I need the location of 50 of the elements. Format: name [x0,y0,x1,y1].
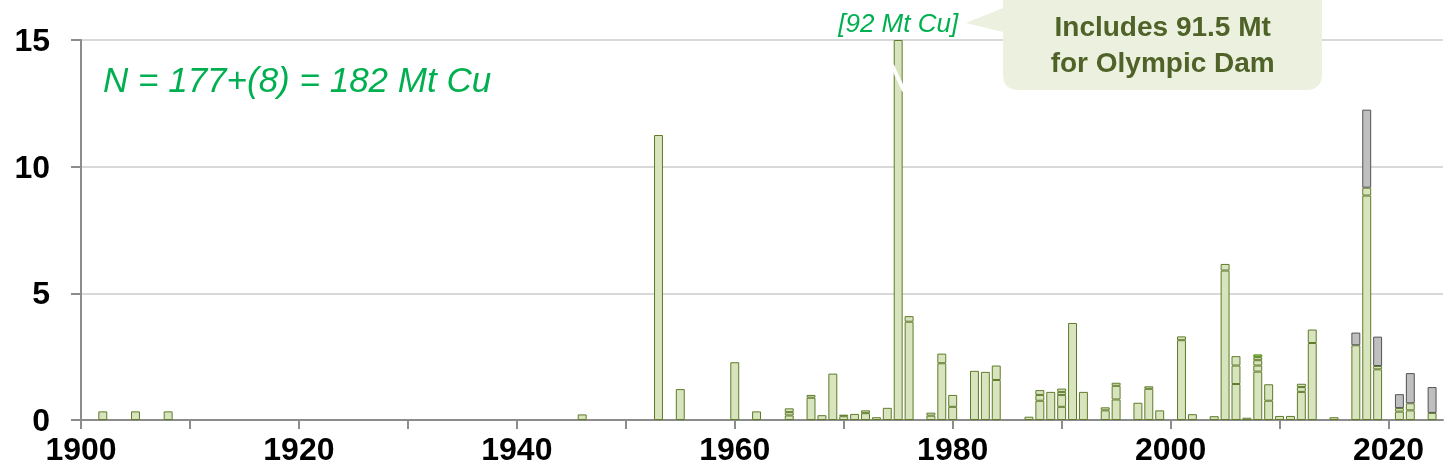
x-tick-label: 1920 [263,431,335,467]
bar [1046,391,1056,420]
bar [1296,391,1306,420]
y-tick-label: 10 [14,148,50,185]
annotation: N = 177+(8) = 182 Mt Cu [103,60,492,99]
bar [98,411,108,420]
bar [163,411,173,420]
bar [1405,373,1415,404]
bar [654,135,663,420]
bar [1187,414,1197,420]
bar [980,371,990,420]
bar [1394,394,1404,409]
bar [1427,387,1437,413]
bar [1285,415,1295,420]
bar [1057,388,1067,392]
bar [1362,109,1372,188]
bar [970,370,979,420]
x-tick-label: 1940 [481,431,553,467]
bar [861,413,870,420]
bar [675,389,685,420]
annotation: [92 Mt Cu] [837,8,959,38]
bar [730,362,740,420]
x-tick-label: 2020 [1352,431,1425,467]
annotation: Includes 91.5 Mt for Olympic Dam [1049,10,1276,80]
bar [1100,410,1110,420]
x-tick-label: 2000 [1135,431,1207,467]
bar [784,415,794,420]
bar [850,413,860,420]
bar [1078,391,1088,420]
bar [1155,410,1165,420]
x-tick-label: 1960 [699,431,771,467]
bar [1394,411,1404,420]
y-tick-label: 15 [14,22,50,58]
bar [784,412,794,416]
bar [131,411,140,420]
x-tick-label: 1980 [917,431,989,467]
bar [1296,383,1306,388]
bar [1275,415,1285,420]
bar [752,411,762,420]
y-tick-label: 5 [32,275,50,312]
bar [1177,340,1186,420]
bar [577,414,587,420]
bar [882,407,892,420]
bar [1351,332,1361,346]
bar [1373,336,1383,367]
bar [1427,412,1437,420]
bar [784,408,794,413]
bar [1351,345,1361,420]
bar [1373,369,1383,420]
bar [1068,322,1077,420]
